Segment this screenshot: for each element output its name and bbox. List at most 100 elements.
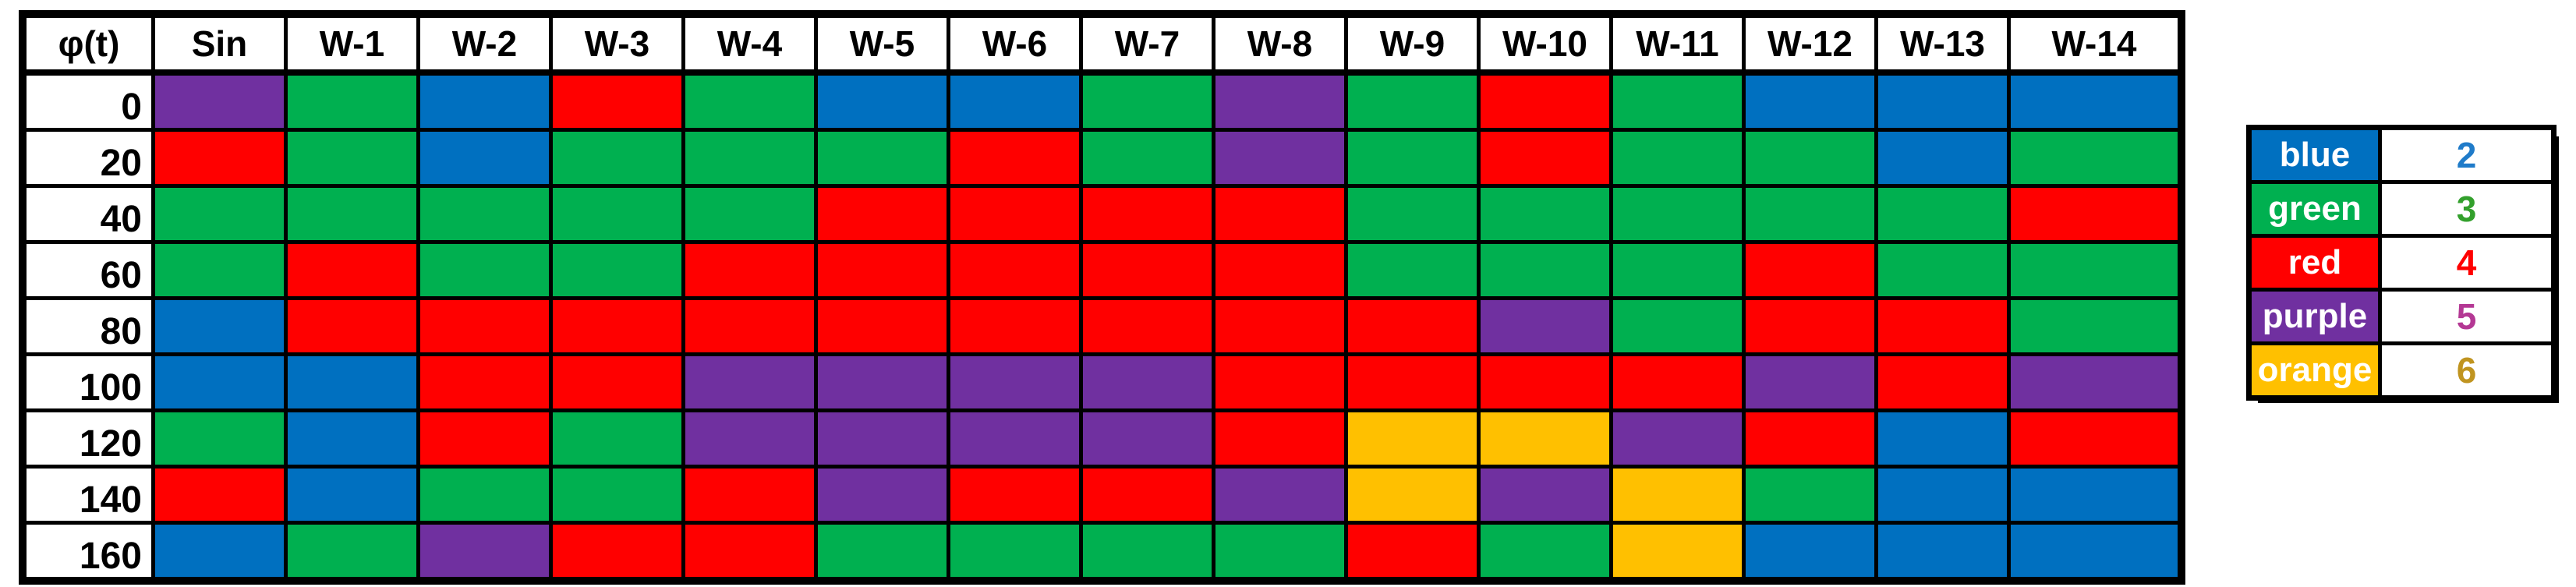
heatmap-cell-60-w-4 — [685, 244, 814, 296]
row-label-120: 120 — [27, 412, 151, 465]
heatmap-cell-80-w-5 — [818, 300, 947, 352]
heatmap-cell-160-w-5 — [818, 525, 947, 577]
legend-value-green: 3 — [2382, 184, 2551, 234]
heatmap-cell-60-w-8 — [1215, 244, 1344, 296]
heatmap-cell-60-w-7 — [1083, 244, 1212, 296]
row-label-40: 40 — [27, 188, 151, 240]
heatmap-cell-80-w-4 — [685, 300, 814, 352]
heatmap-cell-120-w-10 — [1481, 412, 1609, 465]
heatmap-cell-0-w-7 — [1083, 76, 1212, 128]
heatmap-cell-20-w-12 — [1746, 132, 1874, 184]
heatmap-cell-20-w-2 — [420, 132, 549, 184]
color-value-legend: blue 2 green 3 red 4 purple 5 orange 6 — [2246, 125, 2557, 401]
legend-value-red: 4 — [2382, 238, 2551, 288]
heatmap-cell-160-w-3 — [553, 525, 681, 577]
heatmap-cell-120-w-11 — [1613, 412, 1742, 465]
heatmap-cell-160-w-11 — [1613, 525, 1742, 577]
heatmap-cell-140-sin — [155, 469, 284, 521]
heatmap-cell-0-sin — [155, 76, 284, 128]
heatmap-cell-40-sin — [155, 188, 284, 240]
heatmap-cell-160-w-1 — [288, 525, 416, 577]
heatmap-cell-120-w-8 — [1215, 412, 1344, 465]
heatmap-cell-140-w-6 — [950, 469, 1079, 521]
heatmap-cell-140-w-14 — [2011, 469, 2178, 521]
heatmap-cell-60-w-5 — [818, 244, 947, 296]
heatmap-cell-20-w-7 — [1083, 132, 1212, 184]
heatmap-cell-100-w-3 — [553, 356, 681, 408]
legend-swatch-orange: orange — [2252, 345, 2378, 395]
heatmap-cell-20-sin — [155, 132, 284, 184]
heatmap-cell-100-w-6 — [950, 356, 1079, 408]
heatmap-cell-40-w-11 — [1613, 188, 1742, 240]
heatmap-cell-120-w-5 — [818, 412, 947, 465]
heatmap-cell-100-w-11 — [1613, 356, 1742, 408]
heatmap-cell-160-w-10 — [1481, 525, 1609, 577]
column-header-w-6: W-6 — [950, 18, 1079, 72]
heatmap-cell-0-w-12 — [1746, 76, 1874, 128]
heatmap-cell-40-w-9 — [1348, 188, 1477, 240]
heatmap-cell-160-w-2 — [420, 525, 549, 577]
heatmap-cell-20-w-14 — [2011, 132, 2178, 184]
heatmap-cell-40-w-12 — [1746, 188, 1874, 240]
heatmap-cell-100-w-10 — [1481, 356, 1609, 408]
heatmap-cell-160-w-8 — [1215, 525, 1344, 577]
column-header-w-12: W-12 — [1746, 18, 1874, 72]
heatmap-cell-40-w-10 — [1481, 188, 1609, 240]
column-header-w-13: W-13 — [1878, 18, 2007, 72]
column-header-w-2: W-2 — [420, 18, 549, 72]
heatmap-cell-60-sin — [155, 244, 284, 296]
legend-value-orange: 6 — [2382, 345, 2551, 395]
row-label-80: 80 — [27, 300, 151, 352]
heatmap-cell-140-w-4 — [685, 469, 814, 521]
heatmap-cell-40-w-3 — [553, 188, 681, 240]
column-header-w-4: W-4 — [685, 18, 814, 72]
phase-heatmap-table: φ(t) Sin W-1 W-2 W-3 W-4 W-5 W-6 W-7 W-8 W-9 W-10 W-… — [19, 10, 2185, 585]
heatmap-cell-140-w-8 — [1215, 469, 1344, 521]
heatmap-cell-20-w-6 — [950, 132, 1079, 184]
heatmap-cell-80-w-9 — [1348, 300, 1477, 352]
heatmap-cell-20-w-9 — [1348, 132, 1477, 184]
column-header-w-9: W-9 — [1348, 18, 1477, 72]
heatmap-cell-100-w-5 — [818, 356, 947, 408]
heatmap-cell-0-w-8 — [1215, 76, 1344, 128]
column-header-w-3: W-3 — [553, 18, 681, 72]
heatmap-cell-140-w-5 — [818, 469, 947, 521]
heatmap-cell-120-w-3 — [553, 412, 681, 465]
heatmap-cell-60-w-9 — [1348, 244, 1477, 296]
heatmap-cell-80-w-2 — [420, 300, 549, 352]
heatmap-cell-120-w-2 — [420, 412, 549, 465]
heatmap-cell-20-w-1 — [288, 132, 416, 184]
heatmap-cell-0-w-2 — [420, 76, 549, 128]
heatmap-cell-160-w-9 — [1348, 525, 1477, 577]
legend-swatch-purple: purple — [2252, 292, 2378, 341]
heatmap-cell-40-w-1 — [288, 188, 416, 240]
heatmap-cell-160-sin — [155, 525, 284, 577]
row-label-100: 100 — [27, 356, 151, 408]
heatmap-cell-0-w-1 — [288, 76, 416, 128]
heatmap-cell-120-w-9 — [1348, 412, 1477, 465]
heatmap-cell-60-w-11 — [1613, 244, 1742, 296]
row-label-20: 20 — [27, 132, 151, 184]
heatmap-cell-80-w-10 — [1481, 300, 1609, 352]
heatmap-cell-120-w-13 — [1878, 412, 2007, 465]
heatmap-cell-60-w-3 — [553, 244, 681, 296]
heatmap-cell-100-w-8 — [1215, 356, 1344, 408]
column-header-w-14: W-14 — [2011, 18, 2178, 72]
heatmap-cell-60-w-6 — [950, 244, 1079, 296]
heatmap-cell-40-w-6 — [950, 188, 1079, 240]
heatmap-cell-0-w-13 — [1878, 76, 2007, 128]
heatmap-cell-160-w-14 — [2011, 525, 2178, 577]
legend-swatch-red: red — [2252, 238, 2378, 288]
heatmap-cell-80-w-1 — [288, 300, 416, 352]
heatmap-cell-100-w-13 — [1878, 356, 2007, 408]
row-label-0: 0 — [27, 76, 151, 128]
heatmap-cell-120-w-7 — [1083, 412, 1212, 465]
heatmap-cell-0-w-10 — [1481, 76, 1609, 128]
heatmap-cell-160-w-7 — [1083, 525, 1212, 577]
heatmap-cell-80-w-14 — [2011, 300, 2178, 352]
heatmap-cell-120-sin — [155, 412, 284, 465]
heatmap-cell-100-w-1 — [288, 356, 416, 408]
heatmap-cell-80-w-13 — [1878, 300, 2007, 352]
heatmap-cell-60-w-14 — [2011, 244, 2178, 296]
heatmap-cell-100-sin — [155, 356, 284, 408]
